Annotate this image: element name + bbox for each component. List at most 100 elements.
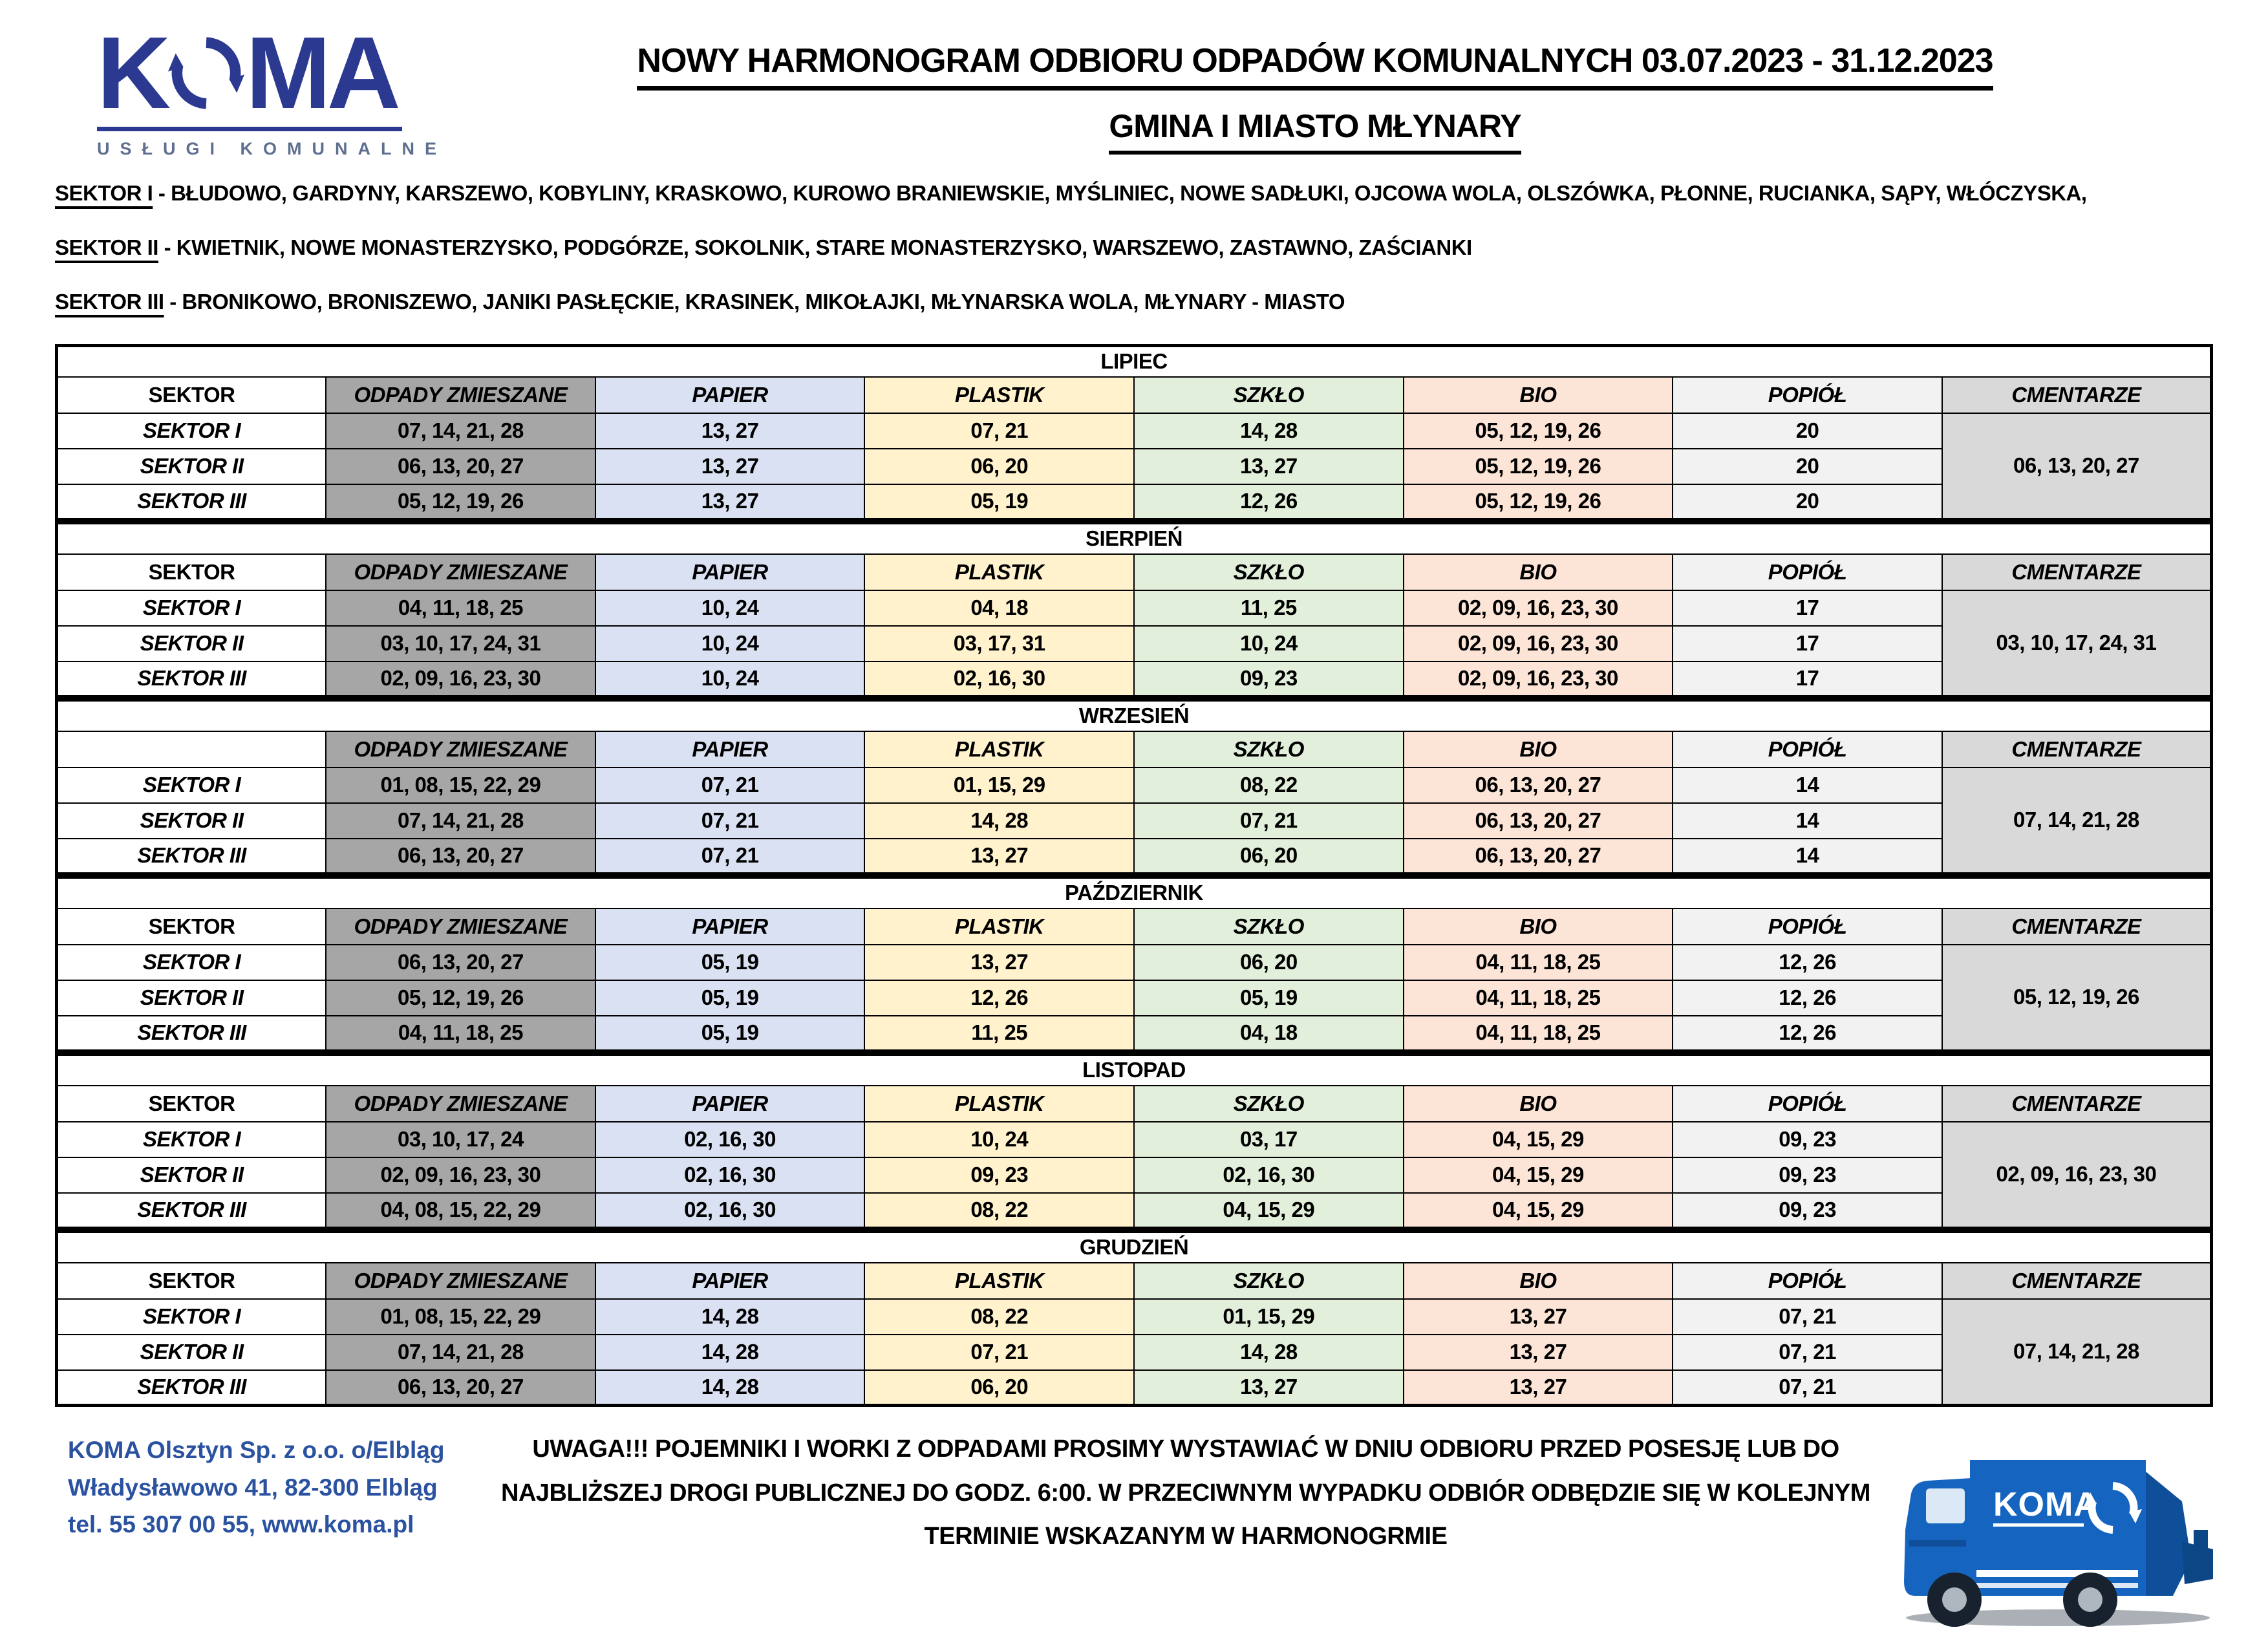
- plastik-cell: 12, 26: [864, 979, 1135, 1016]
- warning-line-3: TERMINIE WSKAZANYM W HARMONOGRMIE: [924, 1523, 1448, 1551]
- popiol-cell: 20: [1672, 483, 1943, 521]
- plastik-cell: 08, 22: [864, 1192, 1135, 1229]
- month-table-2: SIERPIEŃ SEKTOR ODPADY ZMIESZANE PAPIER PLAS…: [55, 521, 2213, 699]
- sector-2-label: SEKTOR II: [55, 235, 158, 260]
- sektor-cell: SEKTOR III: [56, 1192, 327, 1229]
- bio-cell: 13, 27: [1402, 1298, 1674, 1335]
- plastik-cell: 06, 20: [864, 1369, 1135, 1406]
- month-title-row: WRZESIEŃ: [56, 699, 2212, 732]
- column-header-row: SEKTOR ODPADY ZMIESZANE PAPIER PLASTIK SZKŁO…: [56, 907, 2212, 945]
- sector-1-label: SEKTOR I: [55, 181, 153, 206]
- table-row: SEKTOR III 06, 13, 20, 27 07, 21 13, 27 06, …: [56, 837, 2212, 875]
- popiol-cell: 20: [1672, 447, 1943, 485]
- month-table-4: PAŹDZIERNIK SEKTOR ODPADY ZMIESZANE PAPIER P…: [55, 875, 2213, 1053]
- col-header-plastik: PLASTIK: [864, 376, 1135, 414]
- col-header-popiol: POPIÓŁ: [1672, 553, 1943, 591]
- sektor-cell: SEKTOR III: [56, 660, 327, 698]
- szklo-cell: 02, 16, 30: [1133, 1156, 1404, 1194]
- bio-cell: 05, 12, 19, 26: [1402, 412, 1674, 449]
- table-row: SEKTOR II 07, 14, 21, 28 14, 28 07, 21 14, 2…: [56, 1333, 2212, 1371]
- cmentarze-cell: 06, 13, 20, 27: [1941, 412, 2212, 521]
- popiol-cell: 20: [1672, 412, 1943, 449]
- schedule-tables: LIPIEC SEKTOR ODPADY ZMIESZANE PAPIER PLASTI…: [55, 344, 2213, 1408]
- papier-cell: 13, 27: [594, 447, 866, 485]
- bio-cell: 04, 15, 29: [1402, 1156, 1674, 1194]
- bio-cell: 05, 12, 19, 26: [1402, 447, 1674, 485]
- table-row: SEKTOR I 01, 08, 15, 22, 29 07, 21 01, 15, …: [56, 766, 2212, 875]
- col-header-plastik: PLASTIK: [864, 1262, 1135, 1300]
- zmieszane-cell: 01, 08, 15, 22, 29: [325, 1298, 596, 1335]
- popiol-cell: 07, 21: [1672, 1333, 1943, 1371]
- col-header-papier: PAPIER: [594, 376, 866, 414]
- plastik-cell: 05, 19: [864, 483, 1135, 521]
- sektor-cell: SEKTOR II: [56, 625, 327, 662]
- col-header-szklo: SZKŁO: [1133, 1262, 1404, 1300]
- papier-cell: 14, 28: [594, 1333, 866, 1371]
- plastik-cell: 11, 25: [864, 1015, 1135, 1052]
- sektor-cell: SEKTOR I: [56, 943, 327, 981]
- col-header-popiol: POPIÓŁ: [1672, 1084, 1943, 1122]
- bio-cell: 06, 13, 20, 27: [1402, 766, 1674, 804]
- szklo-cell: 10, 24: [1133, 625, 1404, 662]
- col-header-papier: PAPIER: [594, 1084, 866, 1122]
- szklo-cell: 13, 27: [1133, 1369, 1404, 1406]
- table-row: SEKTOR III 06, 13, 20, 27 14, 28 06, 20 13, …: [56, 1369, 2212, 1406]
- table-row: SEKTOR III 04, 11, 18, 25 05, 19 11, 25 04, …: [56, 1015, 2212, 1052]
- zmieszane-cell: 06, 13, 20, 27: [325, 1369, 596, 1406]
- col-header-sektor: SEKTOR: [56, 376, 327, 414]
- papier-cell: 02, 16, 30: [594, 1156, 866, 1194]
- col-header-popiol: POPIÓŁ: [1672, 376, 1943, 414]
- garbage-truck-illustration: KOMA: [1904, 1460, 2213, 1627]
- col-header-szklo: SZKŁO: [1133, 1084, 1404, 1122]
- plastik-cell: 02, 16, 30: [864, 660, 1135, 698]
- plastik-cell: 07, 21: [864, 412, 1135, 449]
- col-header-bio: BIO: [1402, 376, 1674, 414]
- bio-cell: 06, 13, 20, 27: [1402, 802, 1674, 839]
- sektor-cell: SEKTOR II: [56, 1156, 327, 1194]
- company-contact: KOMA Olsztyn Sp. z o.o. o/Elbląg Władysł…: [68, 1432, 482, 1543]
- sektor-cell: SEKTOR I: [56, 412, 327, 449]
- popiol-cell: 14: [1672, 837, 1943, 875]
- month-title: GRUDZIEŃ: [56, 1230, 2212, 1263]
- zmieszane-cell: 06, 13, 20, 27: [325, 837, 596, 875]
- table-row: SEKTOR III 05, 12, 19, 26 13, 27 05, 19 12, …: [56, 483, 2212, 521]
- zmieszane-cell: 01, 08, 15, 22, 29: [325, 766, 596, 804]
- page-header: K MA USŁUGI KOMUNALNE NOWY HARMONOGRAM O…: [0, 0, 2268, 159]
- contact-line-3: tel. 55 307 00 55, www.koma.pl: [68, 1510, 414, 1538]
- sektor-cell: SEKTOR II: [56, 1333, 327, 1371]
- bio-cell: 04, 11, 18, 25: [1402, 979, 1674, 1016]
- szklo-cell: 14, 28: [1133, 1333, 1404, 1371]
- contact-line-2: Władysławowo 41, 82-300 Elbląg: [68, 1474, 438, 1501]
- sektor-cell: SEKTOR I: [56, 766, 327, 804]
- sektor-cell: SEKTOR II: [56, 802, 327, 839]
- column-header-row: SEKTOR ODPADY ZMIESZANE PAPIER PLASTIK SZKŁO…: [56, 1262, 2212, 1300]
- koma-logo: K MA USŁUGI KOMUNALNE: [97, 22, 447, 159]
- szklo-cell: 09, 23: [1133, 660, 1404, 698]
- col-header-zmieszane: ODPADY ZMIESZANE: [325, 553, 596, 591]
- col-header-zmieszane: ODPADY ZMIESZANE: [325, 376, 596, 414]
- col-header-zmieszane: ODPADY ZMIESZANE: [325, 730, 596, 768]
- contact-line-1: KOMA Olsztyn Sp. z o.o. o/Elbląg: [68, 1437, 445, 1464]
- popiol-cell: 12, 26: [1672, 979, 1943, 1016]
- col-header-cmentarze: CMENTARZE: [1941, 553, 2212, 591]
- sektor-cell: SEKTOR III: [56, 1369, 327, 1406]
- papier-cell: 05, 19: [594, 943, 866, 981]
- sektor-cell: SEKTOR I: [56, 1298, 327, 1335]
- papier-cell: 13, 27: [594, 483, 866, 521]
- svg-text:KOMA: KOMA: [1993, 1486, 2099, 1523]
- cmentarze-cell: 07, 14, 21, 28: [1941, 766, 2212, 875]
- sektor-cell: SEKTOR III: [56, 1015, 327, 1052]
- papier-cell: 14, 28: [594, 1369, 866, 1406]
- table-row: SEKTOR II 07, 14, 21, 28 07, 21 14, 28 07, 2…: [56, 802, 2212, 839]
- logo-tagline: USŁUGI KOMUNALNE: [97, 139, 447, 159]
- col-header-cmentarze: CMENTARZE: [1941, 376, 2212, 414]
- papier-cell: 13, 27: [594, 412, 866, 449]
- bio-cell: 04, 11, 18, 25: [1402, 1015, 1674, 1052]
- month-title: LISTOPAD: [56, 1053, 2212, 1086]
- col-header-bio: BIO: [1402, 1262, 1674, 1300]
- plastik-cell: 09, 23: [864, 1156, 1135, 1194]
- col-header-plastik: PLASTIK: [864, 730, 1135, 768]
- page-subtitle: GMINA I MIASTO MŁYNARY: [1109, 107, 1522, 155]
- popiol-cell: 17: [1672, 625, 1943, 662]
- szklo-cell: 04, 15, 29: [1133, 1192, 1404, 1229]
